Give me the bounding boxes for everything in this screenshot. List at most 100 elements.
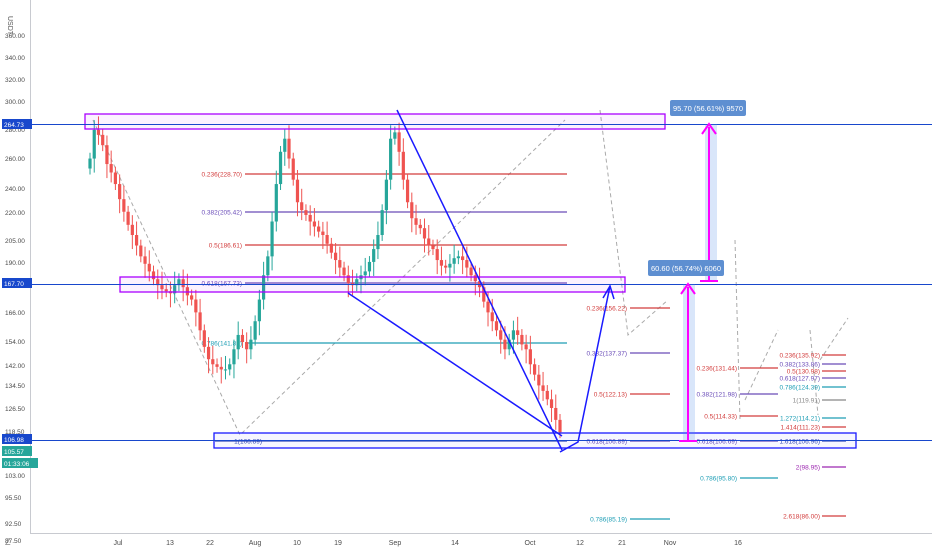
time-tick-label: Oct bbox=[525, 540, 536, 547]
resistance-zone-box bbox=[84, 113, 666, 130]
time-tick-label: 13 bbox=[166, 540, 174, 547]
measure-arrowhead bbox=[680, 282, 696, 295]
candle-body bbox=[321, 231, 325, 236]
price-tick-label: 190.00 bbox=[5, 260, 25, 267]
candle-body bbox=[422, 228, 427, 239]
price-badge bbox=[2, 458, 38, 468]
candle-body bbox=[160, 285, 164, 290]
candle-body bbox=[130, 224, 134, 236]
fib-level-label: 2.618(86.00) bbox=[783, 514, 820, 521]
time-tick-label: 14 bbox=[451, 540, 459, 547]
candle-body bbox=[461, 256, 465, 261]
price-tick-label: 300.00 bbox=[5, 99, 25, 106]
price-tick-label: 220.00 bbox=[5, 210, 25, 217]
measure-tools: 95.70 (56.61%) 9570 60.60 (56.74%) 6060 bbox=[648, 100, 746, 442]
candle-body bbox=[215, 364, 219, 367]
price-badge-label: 106.98 bbox=[4, 437, 24, 444]
time-tick-label: 10 bbox=[293, 540, 301, 547]
candle-body bbox=[342, 267, 346, 276]
projected-path-line bbox=[559, 285, 611, 453]
candle-body bbox=[329, 243, 333, 253]
fib-level-label: 0.786(95.80) bbox=[700, 476, 737, 483]
candle-body bbox=[122, 199, 126, 212]
candle-body bbox=[448, 263, 452, 268]
projection-lines bbox=[92, 109, 849, 436]
candle-body bbox=[465, 260, 469, 268]
candle-body bbox=[139, 245, 143, 257]
candle-body bbox=[181, 279, 185, 288]
candle-body bbox=[164, 289, 168, 292]
time-tick-label: Nov bbox=[664, 540, 677, 547]
price-tick-label: 118.50 bbox=[5, 429, 25, 436]
fib-level-label: 0.5(130.98) bbox=[787, 369, 820, 376]
currency-label: USDT bbox=[6, 16, 13, 36]
candle-body bbox=[397, 132, 401, 152]
price-tick-label: 154.00 bbox=[5, 339, 25, 346]
fib-level-label: 0.5(186.61) bbox=[209, 243, 242, 250]
dashed-projection-line bbox=[734, 239, 741, 421]
candle-body bbox=[532, 364, 537, 375]
fib-level-label: 0.618(106.69) bbox=[697, 439, 737, 446]
price-tick-label: 280.00 bbox=[5, 127, 25, 134]
fib-level-label: 0.5(122.13) bbox=[594, 392, 627, 399]
candle-body bbox=[257, 299, 261, 322]
candle-body bbox=[410, 202, 414, 219]
price-tick-label: 87.50 bbox=[5, 538, 22, 545]
candle-body bbox=[520, 334, 524, 345]
candle-body bbox=[528, 349, 532, 365]
candle-body bbox=[405, 179, 410, 203]
price-badge bbox=[2, 119, 32, 129]
candle-body bbox=[232, 349, 236, 365]
measure-label-box bbox=[648, 260, 724, 276]
fib-level-label: 0.786(124.39) bbox=[780, 385, 820, 392]
price-tick-label: 340.00 bbox=[5, 55, 25, 62]
time-tick-label: 19 bbox=[334, 540, 342, 547]
candle-body bbox=[494, 321, 499, 331]
candle-body bbox=[198, 312, 202, 331]
candle-body bbox=[202, 330, 206, 347]
price-tick-label: 205.00 bbox=[5, 238, 25, 245]
candle-body bbox=[439, 260, 444, 266]
candle-body bbox=[156, 279, 160, 286]
candle-body bbox=[444, 265, 448, 268]
candle-body bbox=[270, 221, 274, 257]
candle-body bbox=[96, 129, 101, 135]
candle-body bbox=[109, 164, 113, 173]
candle-body bbox=[274, 184, 278, 222]
price-tick-label: 166.00 bbox=[5, 310, 25, 317]
candle-body bbox=[554, 407, 558, 420]
candle-body bbox=[126, 211, 130, 225]
candle-body bbox=[245, 342, 249, 350]
candle-body bbox=[482, 287, 486, 302]
price-badge-label: 105.57 bbox=[4, 449, 24, 456]
candle-body bbox=[401, 151, 405, 180]
dashed-projection-line bbox=[744, 329, 779, 401]
candle-body bbox=[418, 224, 422, 229]
measure-label-box bbox=[670, 100, 746, 116]
candle-body bbox=[151, 271, 156, 280]
dashed-projection-line bbox=[599, 109, 669, 336]
price-badges: 264.73 167.70 106.98 105.57 01:33:06 bbox=[2, 119, 38, 468]
chart-logo-mark: Z bbox=[5, 537, 11, 547]
price-tick-label: 240.00 bbox=[5, 186, 25, 193]
candle-body bbox=[545, 390, 549, 400]
candle-body bbox=[266, 256, 270, 276]
candle-body bbox=[511, 330, 516, 340]
candle-body bbox=[134, 235, 139, 246]
candle-body bbox=[490, 312, 494, 322]
fib-level-label: 0.618(106.89) bbox=[587, 439, 627, 446]
candle-body bbox=[380, 210, 384, 236]
candle-body bbox=[287, 138, 291, 159]
price-badge-label: 01:33:06 bbox=[4, 461, 30, 468]
candle-body bbox=[393, 132, 397, 139]
candle-body bbox=[295, 179, 300, 203]
time-tick-label: 22 bbox=[206, 540, 214, 547]
candle-body bbox=[558, 419, 562, 433]
price-tick-label: 134.50 bbox=[5, 383, 25, 390]
candle-body bbox=[384, 179, 388, 211]
candle-body bbox=[291, 158, 295, 180]
measure-label-text: 95.70 (56.61%) 9570 bbox=[673, 104, 743, 113]
candle-body bbox=[283, 138, 287, 152]
